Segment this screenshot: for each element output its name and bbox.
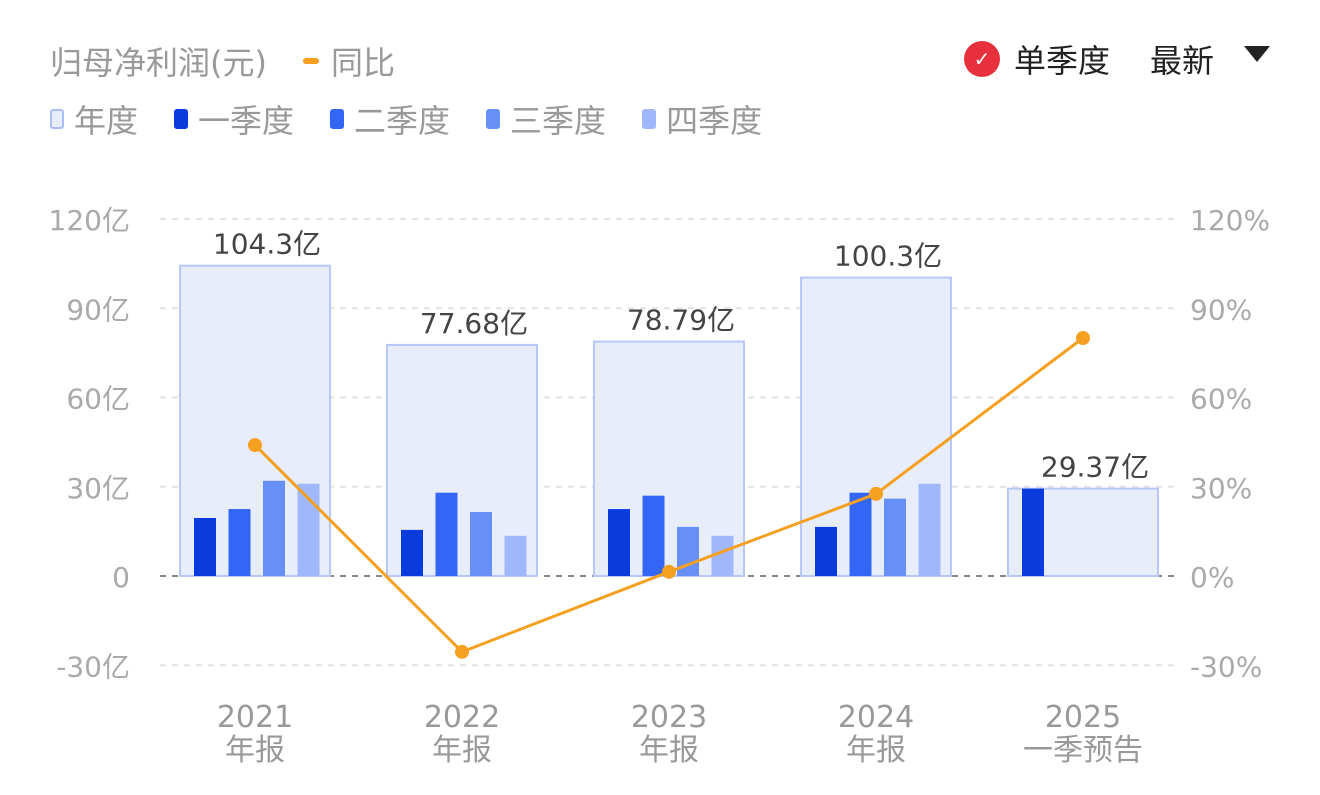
check-icon[interactable]: ✓ [963, 41, 1000, 77]
legend-label: 年度 [74, 102, 139, 140]
latest-label: 最新 [1149, 42, 1214, 80]
quarter-bar [1022, 488, 1044, 576]
annual-value-label: 100.3亿 [834, 240, 942, 273]
right-tick-label: 60% [1190, 383, 1252, 416]
legend-q4[interactable]: 四季度 [642, 96, 762, 142]
left-tick-label: 0 [112, 561, 130, 594]
yoy-swatch [302, 58, 319, 64]
annual-value-label: 29.37亿 [1041, 451, 1149, 484]
quarter-bar [401, 529, 423, 576]
left-tick-label: 30亿 [66, 472, 130, 505]
x-tick-year: 2022 [424, 700, 500, 735]
right-tick-label: -30% [1190, 650, 1262, 683]
left-tick-label: 90亿 [66, 293, 130, 326]
quarter-bar [711, 535, 734, 576]
swatch [330, 109, 345, 129]
controls: ✓ 单季度 最新 [963, 36, 1270, 82]
yoy-point [662, 564, 676, 579]
legend: 年度 一季度 二季度 三季度 四季度 [50, 96, 798, 142]
single-quarter-toggle[interactable]: 单季度 [1013, 42, 1110, 80]
quarter-bar [194, 517, 216, 576]
quarter-bar [504, 535, 527, 576]
yoy-point [1076, 331, 1090, 345]
x-tick-year: 2024 [838, 700, 914, 735]
legend-label: 四季度 [666, 102, 763, 140]
left-tick-label: 60亿 [66, 383, 130, 416]
quarter-bar [849, 492, 872, 576]
yoy-point [869, 486, 883, 501]
quarter-bar [435, 492, 458, 576]
quarter-bar [642, 495, 665, 576]
quarter-bar [884, 498, 906, 576]
yoy-point [248, 438, 262, 453]
quarter-bar [228, 509, 251, 576]
chart-header: 归母净利润(元) 同比 [50, 38, 395, 84]
legend-yoy[interactable]: 同比 [302, 38, 395, 84]
legend-label: 一季度 [198, 102, 295, 140]
yoy-point [455, 644, 469, 659]
quarter-bar [918, 483, 941, 576]
yoy-label: 同比 [330, 44, 395, 82]
annual-value-label: 104.3亿 [213, 228, 321, 261]
legend-label: 二季度 [354, 102, 451, 140]
legend-q3[interactable]: 三季度 [486, 96, 606, 142]
right-tick-label: 30% [1190, 472, 1252, 505]
quarter-bar [470, 512, 492, 576]
swatch [642, 109, 657, 129]
legend-q1[interactable]: 一季度 [174, 96, 294, 142]
x-tick-type: 年报 [225, 733, 285, 768]
legend-annual[interactable]: 年度 [50, 96, 138, 142]
left-tick-label: 120亿 [49, 204, 130, 237]
latest-dropdown[interactable]: 最新 [1150, 36, 1270, 82]
annual-value-label: 77.68亿 [420, 307, 528, 340]
swatch [174, 109, 189, 129]
right-tick-label: 120% [1190, 204, 1270, 237]
x-tick-type: 年报 [846, 733, 906, 768]
x-tick-type: 年报 [432, 733, 492, 768]
annual-value-label: 78.79亿 [627, 304, 735, 337]
swatch [50, 109, 64, 129]
x-tick-year: 2023 [631, 700, 707, 735]
right-tick-label: 0% [1190, 561, 1234, 594]
x-tick-year: 2021 [217, 700, 293, 735]
quarter-bar [608, 509, 630, 576]
left-tick-label: -30亿 [56, 650, 130, 683]
right-tick-label: 90% [1190, 293, 1252, 326]
swatch [486, 109, 501, 129]
quarter-bar [815, 526, 837, 576]
quarter-bar [297, 483, 320, 576]
dropdown-triangle-icon [1244, 46, 1270, 62]
legend-label: 三季度 [510, 102, 607, 140]
x-tick-year: 2025 [1045, 700, 1121, 735]
quarter-bar [263, 480, 285, 576]
x-tick-type: 一季预告 [1023, 733, 1143, 768]
x-tick-type: 年报 [639, 733, 699, 768]
chart-title: 归母净利润(元) [50, 44, 267, 82]
legend-q2[interactable]: 二季度 [330, 96, 450, 142]
